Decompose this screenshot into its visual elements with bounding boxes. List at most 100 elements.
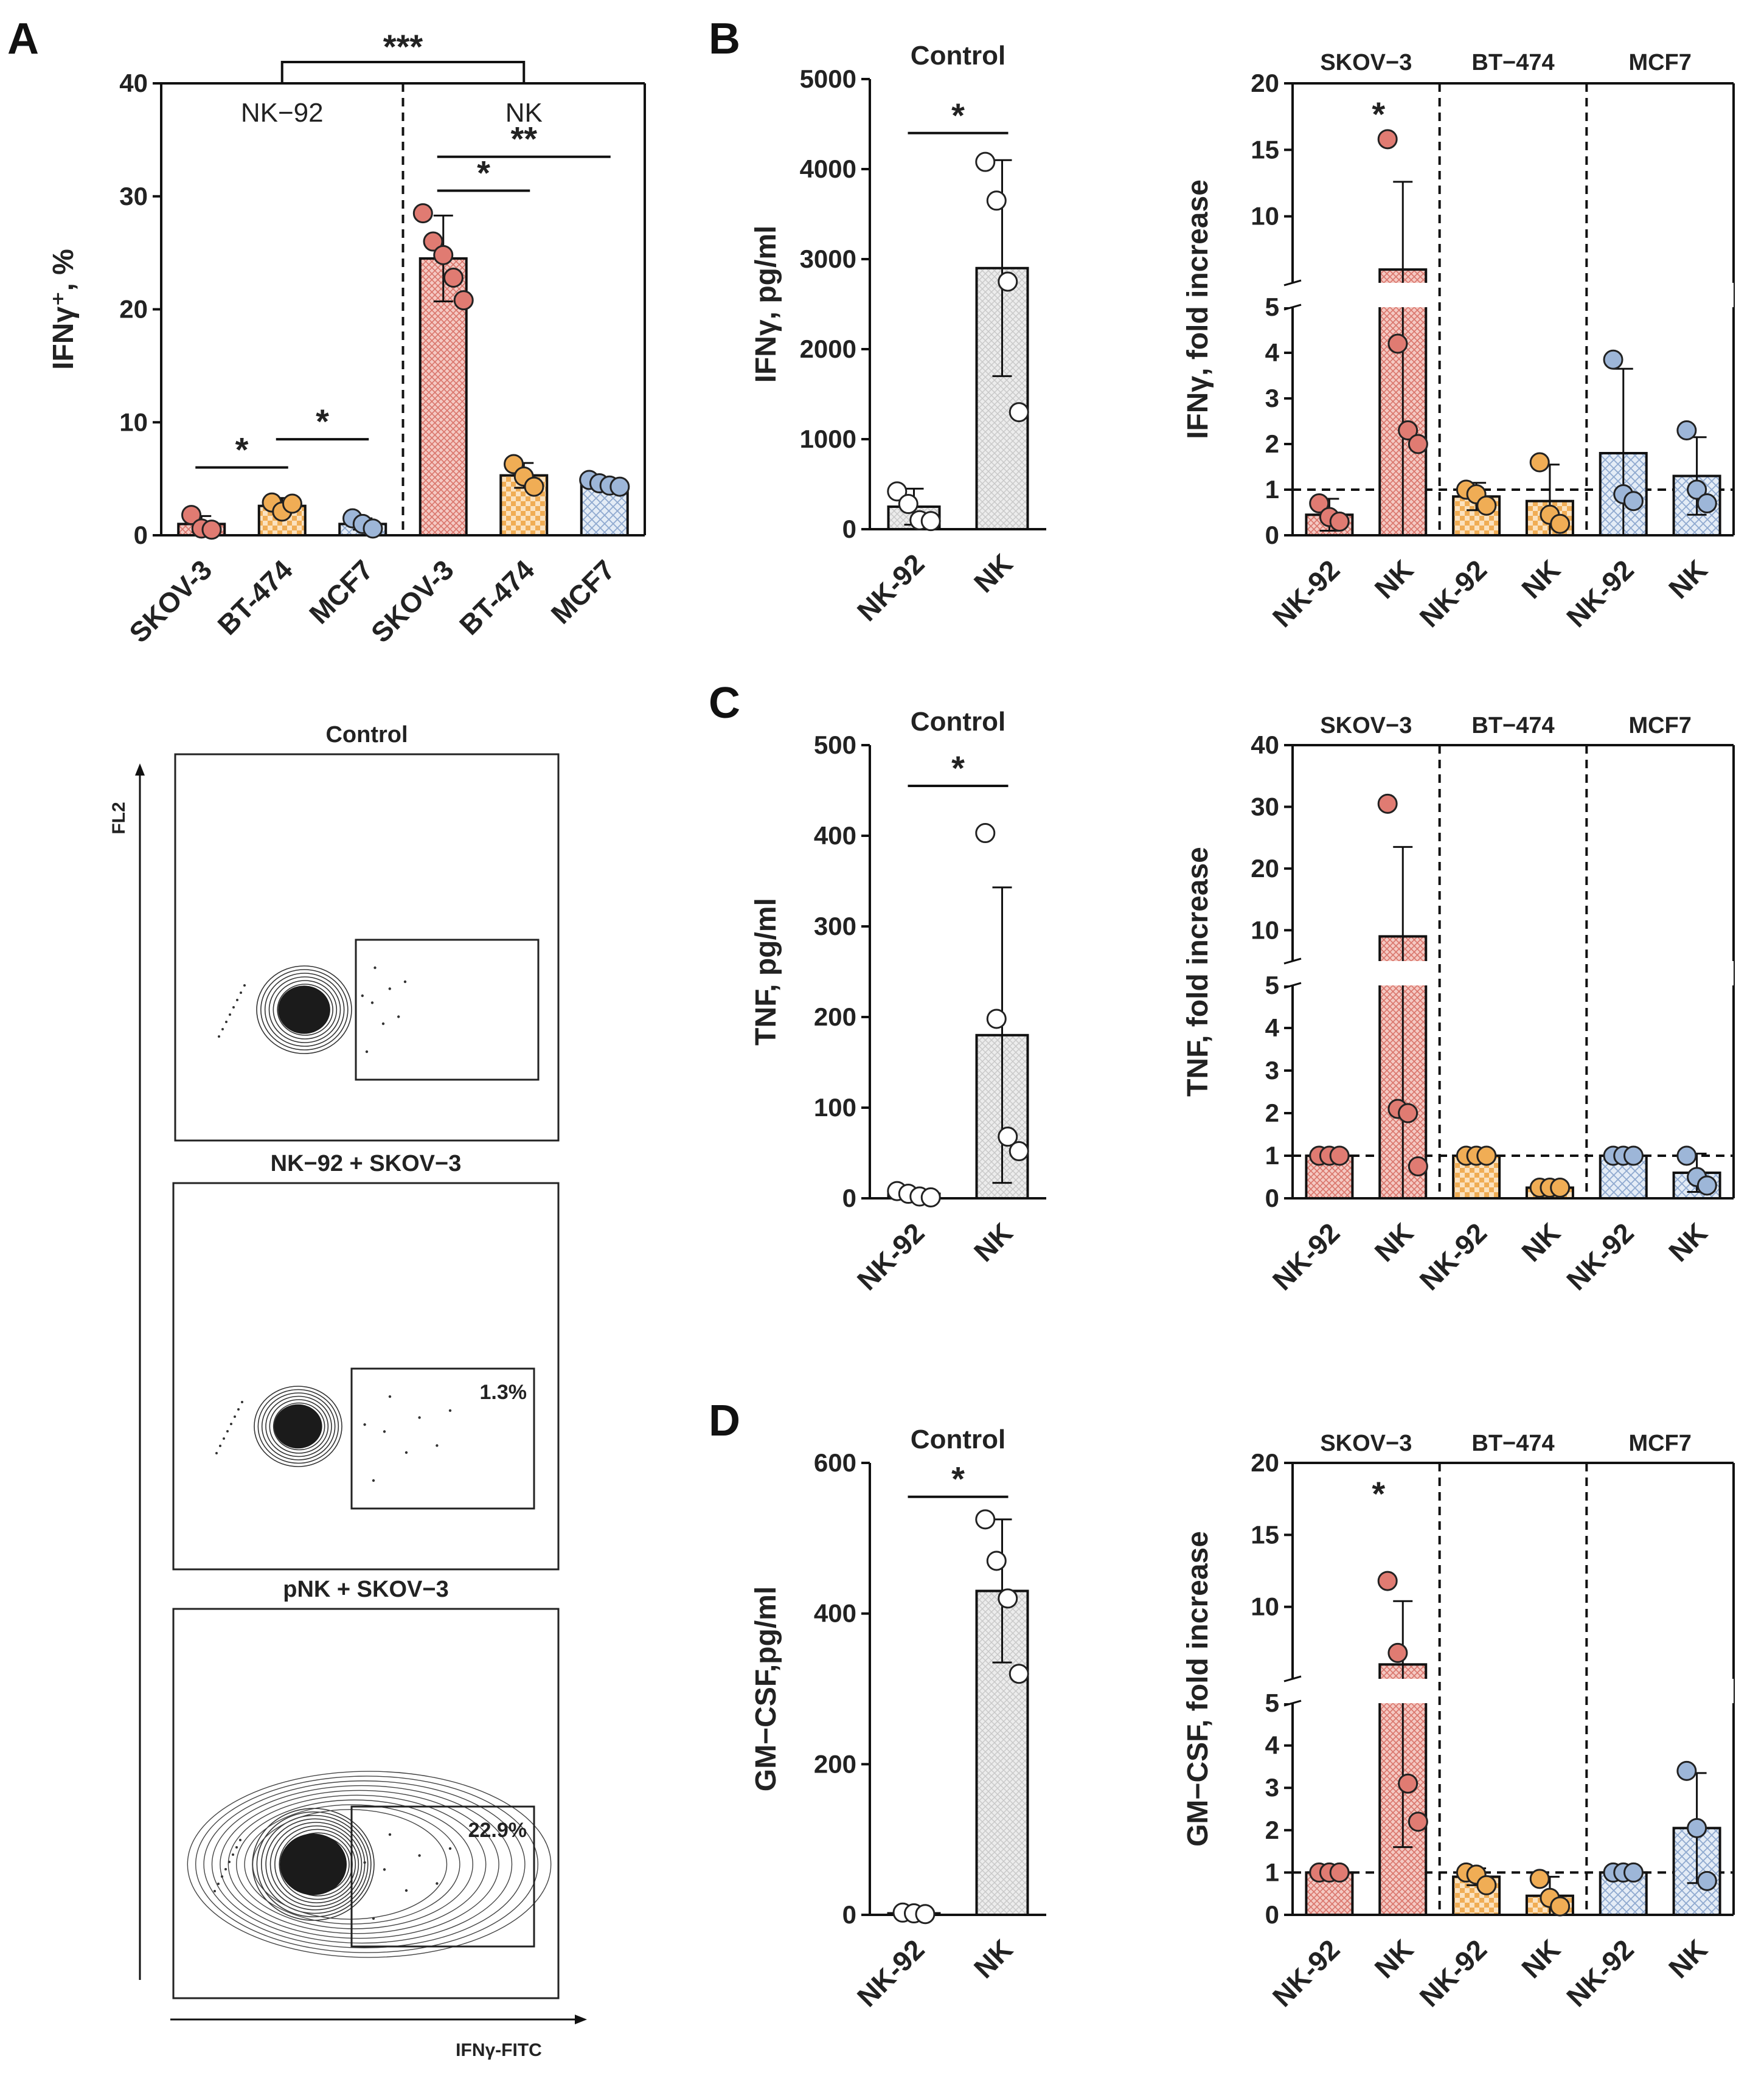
flow-event [219,1445,221,1447]
data-point [1408,1156,1428,1176]
flow-contour-outer [195,1776,538,1953]
data-point [1009,402,1029,423]
y-tick-label: 0 [134,521,148,549]
significance-star: ** [510,120,537,158]
y-tick-label: 40 [119,69,148,97]
y-tick-label: 0 [1265,1184,1279,1212]
data-point [998,1588,1018,1609]
flow-event [448,1409,452,1412]
flow-event [370,1001,374,1004]
flow-gate-percent: 1.3% [480,1381,527,1404]
flow-contour [268,976,341,1043]
y-tick-label: 30 [119,182,148,210]
y-tick-label: 5 [1265,1689,1279,1717]
x-tick-label: BT-474 [211,554,299,641]
flow-event [436,1444,439,1447]
y-tick-label: 5 [1265,1689,1279,1717]
flow-event [235,1846,238,1849]
significance-star: * [1372,1474,1385,1513]
data-point [1550,513,1571,534]
y-tick-label: 20 [1251,69,1279,97]
group-label: NK−92 [241,98,324,128]
flow-event [363,1423,366,1426]
flow-contour [273,980,338,1040]
x-tick-label: NK [1662,554,1714,605]
group-label: MCF7 [1628,50,1691,75]
group-label: SKOV−3 [1320,50,1412,75]
flow-contour [269,1399,329,1454]
flow-plot-title: NK−92 + SKOV−3 [271,1151,462,1176]
data-point [433,245,454,265]
y-tick-label: 5 [1265,293,1279,321]
flow-plot-title: Control [325,722,408,748]
flow-contour-outer [187,1771,552,1958]
x-tick-label: NK [968,1933,1019,1984]
flow-plot: NK−92 + SKOV−3 1.3% [172,1151,560,1571]
x-tick-label: NK-92 [1266,1217,1346,1296]
y-tick-label: 500 [814,731,856,759]
y-axis-label: IFNγ, fold increase [1182,179,1214,439]
data-point [986,190,1007,211]
data-point [1476,495,1497,516]
chart-c-tnf-control: Control 0 100 200 300 400 500 TNF, pg/ml NK-92 NK… [750,707,1046,1296]
y-axis-label: IFNγ, pg/ml [750,226,782,383]
flow-contour-outer [203,1780,526,1948]
flow-event [223,1437,225,1440]
data-point [1550,1178,1571,1198]
data-point [1529,1869,1550,1889]
group-label: NK [505,98,543,128]
flow-event [388,1395,392,1398]
flow-plot-frame [174,753,560,1142]
y-tick-label: 600 [814,1448,856,1477]
chart-d-gmcsf-control: Control 0 200 400 600 GM−CSF,pg/ml NK-92 NK * [750,1425,1046,2013]
data-point [975,823,996,844]
y-axis-label: TNF, fold increase [1182,847,1214,1097]
panel-letter-c: C [709,679,740,727]
group-label: MCF7 [1628,713,1691,738]
y-tick-label: 2000 [800,335,856,363]
flow-contour [265,1818,366,1911]
flow-event [218,1035,220,1038]
data-point [1603,349,1623,370]
flow-contour-outer [252,1809,448,1920]
x-tick-label: NK [968,547,1019,599]
flow-dense-core [274,1404,322,1449]
flow-contour [261,1392,336,1460]
data-point [975,1509,996,1530]
data-point [282,493,302,514]
axis-break-mark [1283,1700,1302,1707]
x-tick-label: NK-92 [1560,554,1640,633]
panel-letter-a: A [7,15,39,63]
data-point [1676,420,1697,440]
data-point [1476,1875,1497,1895]
data-point [1529,452,1550,473]
data-point [915,1904,936,1925]
y-tick-label: 0 [842,1900,856,1929]
flow-contour [265,1395,332,1457]
flow-contour [279,1828,356,1900]
y-tick-label: 2 [1265,429,1279,458]
flow-contour [256,965,352,1054]
x-tick-label: NK [1662,1217,1714,1268]
significance-star: * [477,153,490,192]
group-significance-bracket [280,61,526,85]
flow-event [381,1022,385,1026]
flow-contour [277,984,333,1036]
significance-star: * [951,1460,965,1498]
x-tick-label: BT-474 [453,554,541,641]
data-point [1377,793,1398,814]
x-tick-label: NK [1515,554,1566,605]
x-tick-label: NK-92 [1266,1933,1346,2013]
data-point [1009,1664,1029,1684]
x-tick-label: NK [968,1217,1019,1268]
flow-event [228,1861,231,1863]
flow-event [237,1408,240,1411]
x-tick-label: NK-92 [1413,1217,1493,1296]
y-tick-label: 40 [1251,731,1279,759]
flow-event [418,1854,421,1857]
data-point [920,511,941,532]
